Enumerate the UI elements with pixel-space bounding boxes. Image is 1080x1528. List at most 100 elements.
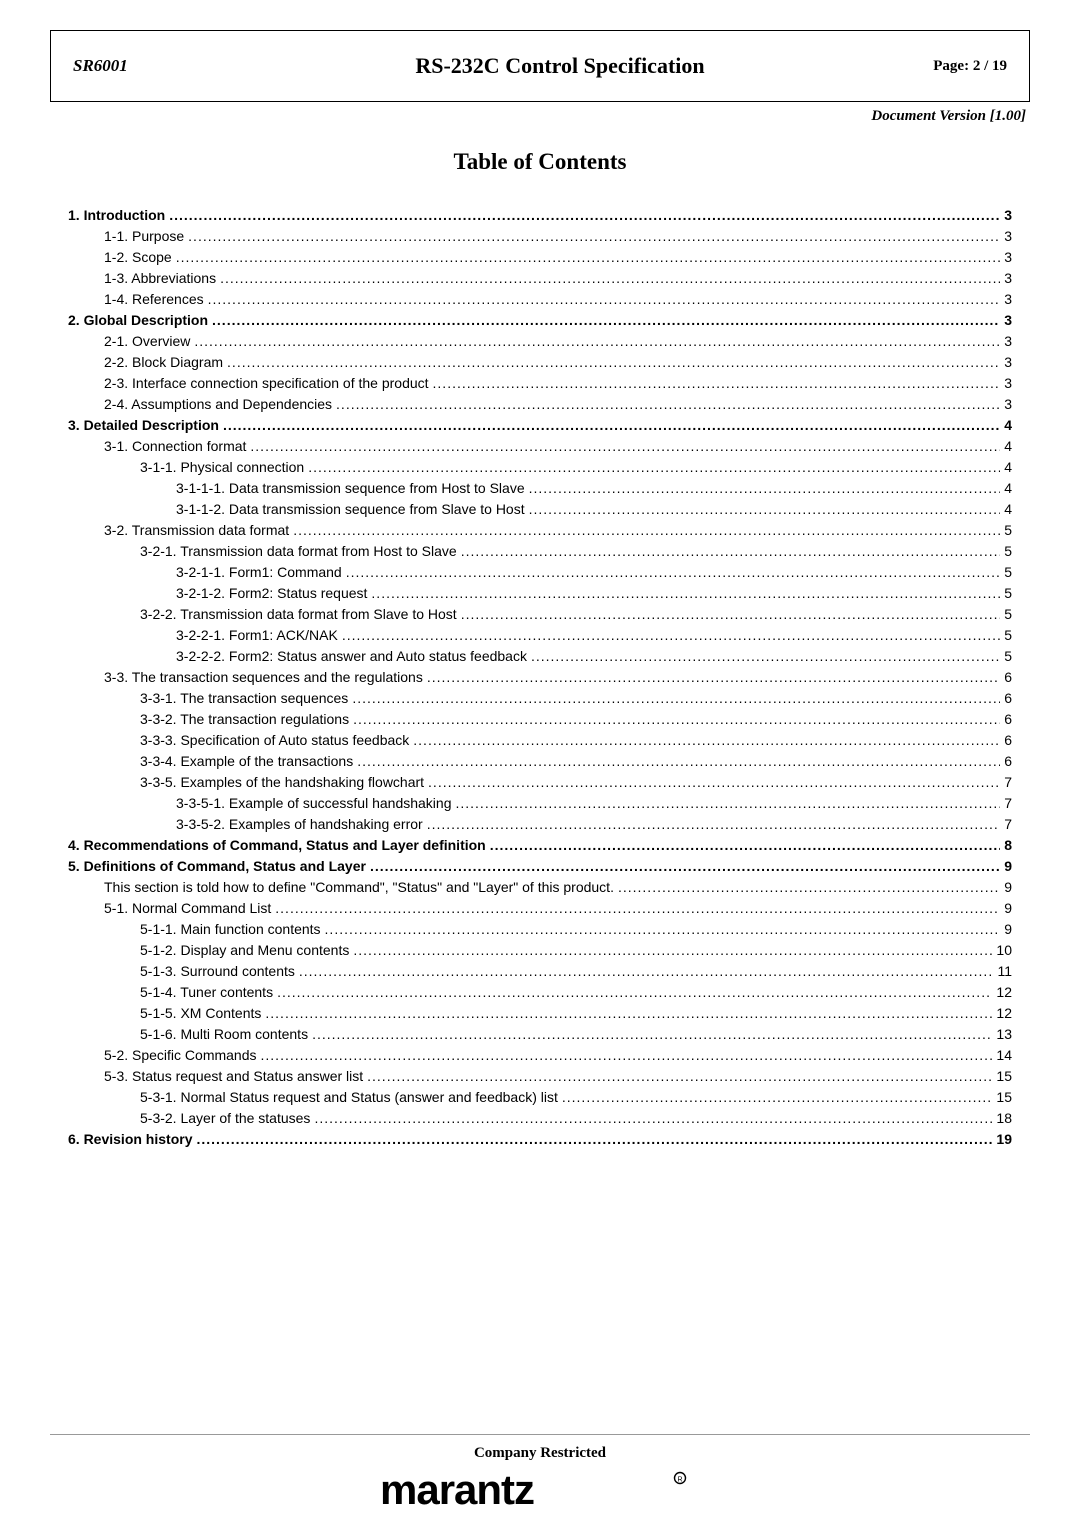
toc-row: 1-4. References3 [68,289,1012,310]
toc-entry-page: 3 [1004,373,1012,394]
toc-entry-page: 10 [996,940,1012,961]
toc-row: 3-2. Transmission data format5 [68,520,1012,541]
toc-entry-label: 5-2. Specific Commands [104,1045,257,1066]
toc-title: Table of Contents [50,149,1030,175]
toc-leader [314,1108,992,1129]
toc-row: 5-1-4. Tuner contents12 [68,982,1012,1003]
toc-leader [336,394,1000,415]
toc-row: 5-1. Normal Command List9 [68,898,1012,919]
toc-entry-page: 6 [1004,730,1012,751]
toc-entry-page: 9 [1004,877,1012,898]
toc-row: This section is told how to define "Comm… [68,877,1012,898]
toc-leader [308,457,1000,478]
toc-leader [188,226,1000,247]
toc-row: 2-4. Assumptions and Dependencies3 [68,394,1012,415]
toc-leader [433,373,1001,394]
toc-row: 5. Definitions of Command, Status and La… [68,856,1012,877]
toc-entry-label: 5-1-5. XM Contents [140,1003,261,1024]
toc-leader [367,1066,992,1087]
toc-leader [227,352,1000,373]
toc-row: 3-1-1-2. Data transmission sequence from… [68,499,1012,520]
toc-row: 3. Detailed Description4 [68,415,1012,436]
toc-leader [371,583,1000,604]
toc-leader [357,751,1000,772]
toc-entry-page: 5 [1004,541,1012,562]
toc-entry-page: 9 [1004,898,1012,919]
toc-entry-label: 3-2-1-2. Form2: Status request [176,583,367,604]
toc-row: 1. Introduction 3 [68,205,1012,226]
toc-entry-page: 6 [1004,688,1012,709]
toc-leader [352,688,1000,709]
toc-leader [413,730,1000,751]
toc-entry-label: 5-1-3. Surround contents [140,961,295,982]
toc-entry-label: 1-3. Abbreviations [104,268,216,289]
toc-leader [194,331,1000,352]
toc-row: 5-3-2. Layer of the statuses18 [68,1108,1012,1129]
toc-entry-page: 3 [1004,205,1012,226]
toc-row: 3-3-5-2. Examples of handshaking error7 [68,814,1012,835]
toc-entry-label: 1. Introduction [68,205,165,226]
toc-row: 3-2-1-1. Form1: Command5 [68,562,1012,583]
toc-entry-label: 3-1-1-2. Data transmission sequence from… [176,499,525,520]
toc-entry-label: 5-1-2. Display and Menu contents [140,940,349,961]
toc-leader [196,1129,992,1150]
toc-entry-label: 3-3-5-1. Example of successful handshaki… [176,793,451,814]
toc-row: 6. Revision history19 [68,1129,1012,1150]
toc-entry-page: 5 [1004,604,1012,625]
toc-entry-page: 12 [996,1003,1012,1024]
toc-leader [223,415,1000,436]
toc-entry-label: 3-1-1-1. Data transmission sequence from… [176,478,525,499]
toc-entry-page: 9 [1004,856,1012,877]
toc-row: 3-1-1. Physical connection4 [68,457,1012,478]
toc-row: 5-3. Status request and Status answer li… [68,1066,1012,1087]
toc-entry-label: 3-3. The transaction sequences and the r… [104,667,423,688]
toc-leader [427,667,1000,688]
toc-row: 1-2. Scope3 [68,247,1012,268]
toc-entry-label: 2-4. Assumptions and Dependencies [104,394,332,415]
toc-entry-page: 6 [1004,667,1012,688]
toc-entry-label: 3-1. Connection format [104,436,246,457]
toc-row: 3-3-2. The transaction regulations6 [68,709,1012,730]
toc-entry-label: 3-2. Transmission data format [104,520,289,541]
toc-row: 1-3. Abbreviations3 [68,268,1012,289]
toc-entry-label: 3-3-4. Example of the transactions [140,751,353,772]
toc-leader [529,478,1001,499]
toc-entry-label: 5-3. Status request and Status answer li… [104,1066,363,1087]
toc-entry-page: 3 [1004,289,1012,310]
toc-leader [490,835,1000,856]
toc-leader [461,604,1001,625]
toc-entry-label: 1-1. Purpose [104,226,184,247]
toc-row: 5-1-6. Multi Room contents13 [68,1024,1012,1045]
toc-entry-label: 5. Definitions of Command, Status and La… [68,856,366,877]
toc-entry-page: 19 [996,1129,1012,1150]
toc-entry-label: 5-3-1. Normal Status request and Status … [140,1087,558,1108]
toc-entry-label: 3-3-5. Examples of the handshaking flowc… [140,772,424,793]
toc-entry-label: 3-2-2. Transmission data format from Sla… [140,604,457,625]
toc-entry-label: 5-1-4. Tuner contents [140,982,273,1003]
toc-row: 2. Global Description3 [68,310,1012,331]
toc-entry-label: 3-1-1. Physical connection [140,457,304,478]
toc-leader [342,625,1000,646]
brand-logo: marantz R [380,1466,700,1514]
toc-entry-page: 6 [1004,709,1012,730]
toc-leader [208,289,1001,310]
toc-entry-page: 7 [1004,814,1012,835]
toc-entry-label: 3-2-2-2. Form2: Status answer and Auto s… [176,646,527,667]
toc-leader [220,268,1000,289]
toc-row: 4. Recommendations of Command, Status an… [68,835,1012,856]
header-doc-version: Document Version [1.00] [50,108,1030,125]
toc-entry-page: 4 [1004,478,1012,499]
toc-row: 2-2. Block Diagram3 [68,352,1012,373]
page-footer: Company Restricted marantz R [0,1434,1080,1514]
toc: 1. Introduction 3 1-1. Purpose 3 1-2. Scope3… [50,205,1030,1150]
toc-leader [461,541,1001,562]
toc-leader [529,499,1001,520]
toc-entry-page: 9 [1004,919,1012,940]
toc-row: 2-1. Overview3 [68,331,1012,352]
toc-entry-label: 4. Recommendations of Command, Status an… [68,835,486,856]
toc-row: 5-1-5. XM Contents 12 [68,1003,1012,1024]
toc-row: 2-3. Interface connection specification … [68,373,1012,394]
toc-leader [169,205,1000,226]
toc-leader [261,1045,993,1066]
toc-leader [250,436,1000,457]
